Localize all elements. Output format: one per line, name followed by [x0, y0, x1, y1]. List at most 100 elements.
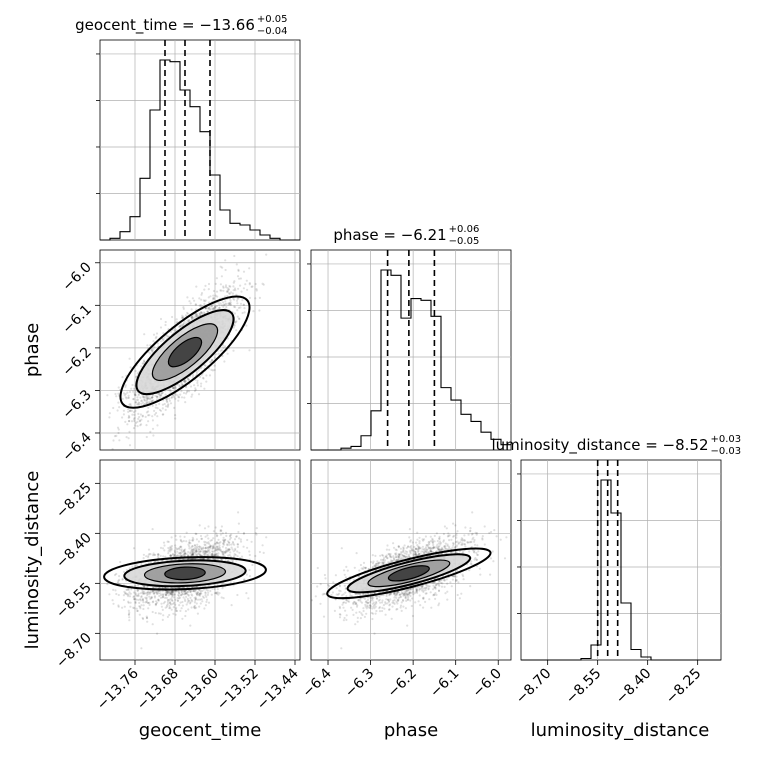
sample-point [140, 402, 143, 405]
sample-point [237, 268, 240, 271]
sample-point [229, 299, 232, 302]
sample-point [185, 322, 188, 325]
sample-point [142, 553, 145, 556]
sample-point [147, 406, 150, 409]
sample-point [212, 537, 215, 540]
sample-point [202, 299, 205, 302]
sample-point [244, 283, 247, 286]
sample-point [236, 545, 239, 549]
sample-point [195, 285, 198, 288]
sample-point [204, 535, 207, 538]
sample-point [191, 297, 194, 300]
sample-point [234, 320, 237, 324]
sample-point [262, 283, 265, 286]
sample-point [200, 292, 204, 295]
sample-point [190, 395, 193, 398]
sample-point [201, 312, 204, 315]
sample-point [208, 547, 211, 550]
sample-point [133, 393, 136, 396]
sample-point [219, 533, 222, 536]
sample-point [190, 316, 193, 319]
sample-point [188, 300, 191, 303]
sample-point [148, 591, 152, 594]
sample-point [201, 595, 205, 598]
sample-point [162, 339, 165, 342]
sample-point [222, 536, 225, 539]
sample-point [159, 394, 163, 397]
sample-point [166, 335, 169, 338]
sample-point [175, 329, 178, 332]
sample-point [215, 277, 218, 280]
sample-point [232, 281, 235, 284]
sample-point [180, 323, 183, 326]
sample-point [220, 525, 223, 528]
sample-point [220, 289, 223, 292]
sample-point [166, 590, 170, 593]
sample-point [168, 397, 171, 400]
corner-panels [95, 39, 722, 665]
sample-point [155, 600, 158, 603]
sample-point [217, 301, 220, 304]
sample-point [222, 285, 225, 288]
sample-point [126, 391, 129, 394]
sample-point [234, 306, 237, 309]
sample-point [237, 530, 240, 534]
sample-point [185, 540, 188, 543]
sample-point [230, 604, 233, 607]
sample-point [191, 600, 194, 603]
sample-point [221, 266, 224, 269]
sample-point [132, 390, 135, 393]
sample-point [140, 423, 143, 426]
sample-point [133, 607, 136, 610]
sample-point [251, 285, 254, 288]
sample-point [224, 303, 227, 306]
sample-point [147, 414, 150, 417]
sample-point [258, 309, 261, 312]
sample-point [129, 601, 132, 604]
sample-point [162, 338, 165, 341]
sample-point [147, 410, 150, 413]
sample-point [125, 436, 128, 439]
sample-point [179, 393, 182, 396]
sample-point [138, 415, 141, 419]
sample-point [132, 591, 136, 594]
sample-point [177, 590, 180, 593]
sample-point [172, 602, 175, 605]
sample-point [167, 594, 170, 597]
sample-point [140, 596, 143, 599]
sample-point [222, 597, 225, 600]
sample-point [218, 306, 221, 309]
sample-point [205, 600, 208, 604]
sample-point [142, 557, 145, 560]
sample-point [221, 344, 224, 347]
sample-point [180, 390, 183, 393]
sample-point [218, 544, 221, 547]
sample-point [140, 365, 143, 368]
sample-point [207, 601, 211, 604]
sample-point [221, 587, 224, 590]
sample-point [195, 538, 198, 541]
sample-point [187, 319, 190, 322]
sample-point [152, 333, 156, 336]
sample-point [227, 288, 230, 291]
sample-point [205, 307, 208, 310]
sample-point [237, 511, 240, 514]
sample-point [121, 606, 124, 609]
sample-point [258, 296, 261, 299]
sample-point [124, 392, 127, 396]
sample-point [222, 538, 225, 542]
sample-point [143, 359, 146, 362]
sample-point [146, 620, 149, 623]
sample-point [162, 413, 165, 416]
sample-point [151, 415, 154, 418]
sample-point [195, 314, 198, 317]
sample-point [207, 525, 210, 528]
sample-point [160, 594, 163, 597]
sample-point [148, 414, 151, 417]
sample-point [130, 409, 133, 412]
sample-point [182, 379, 185, 383]
sample-point [184, 401, 187, 404]
sample-point [242, 287, 245, 290]
sample-point [192, 317, 195, 320]
sample-point [196, 384, 199, 387]
